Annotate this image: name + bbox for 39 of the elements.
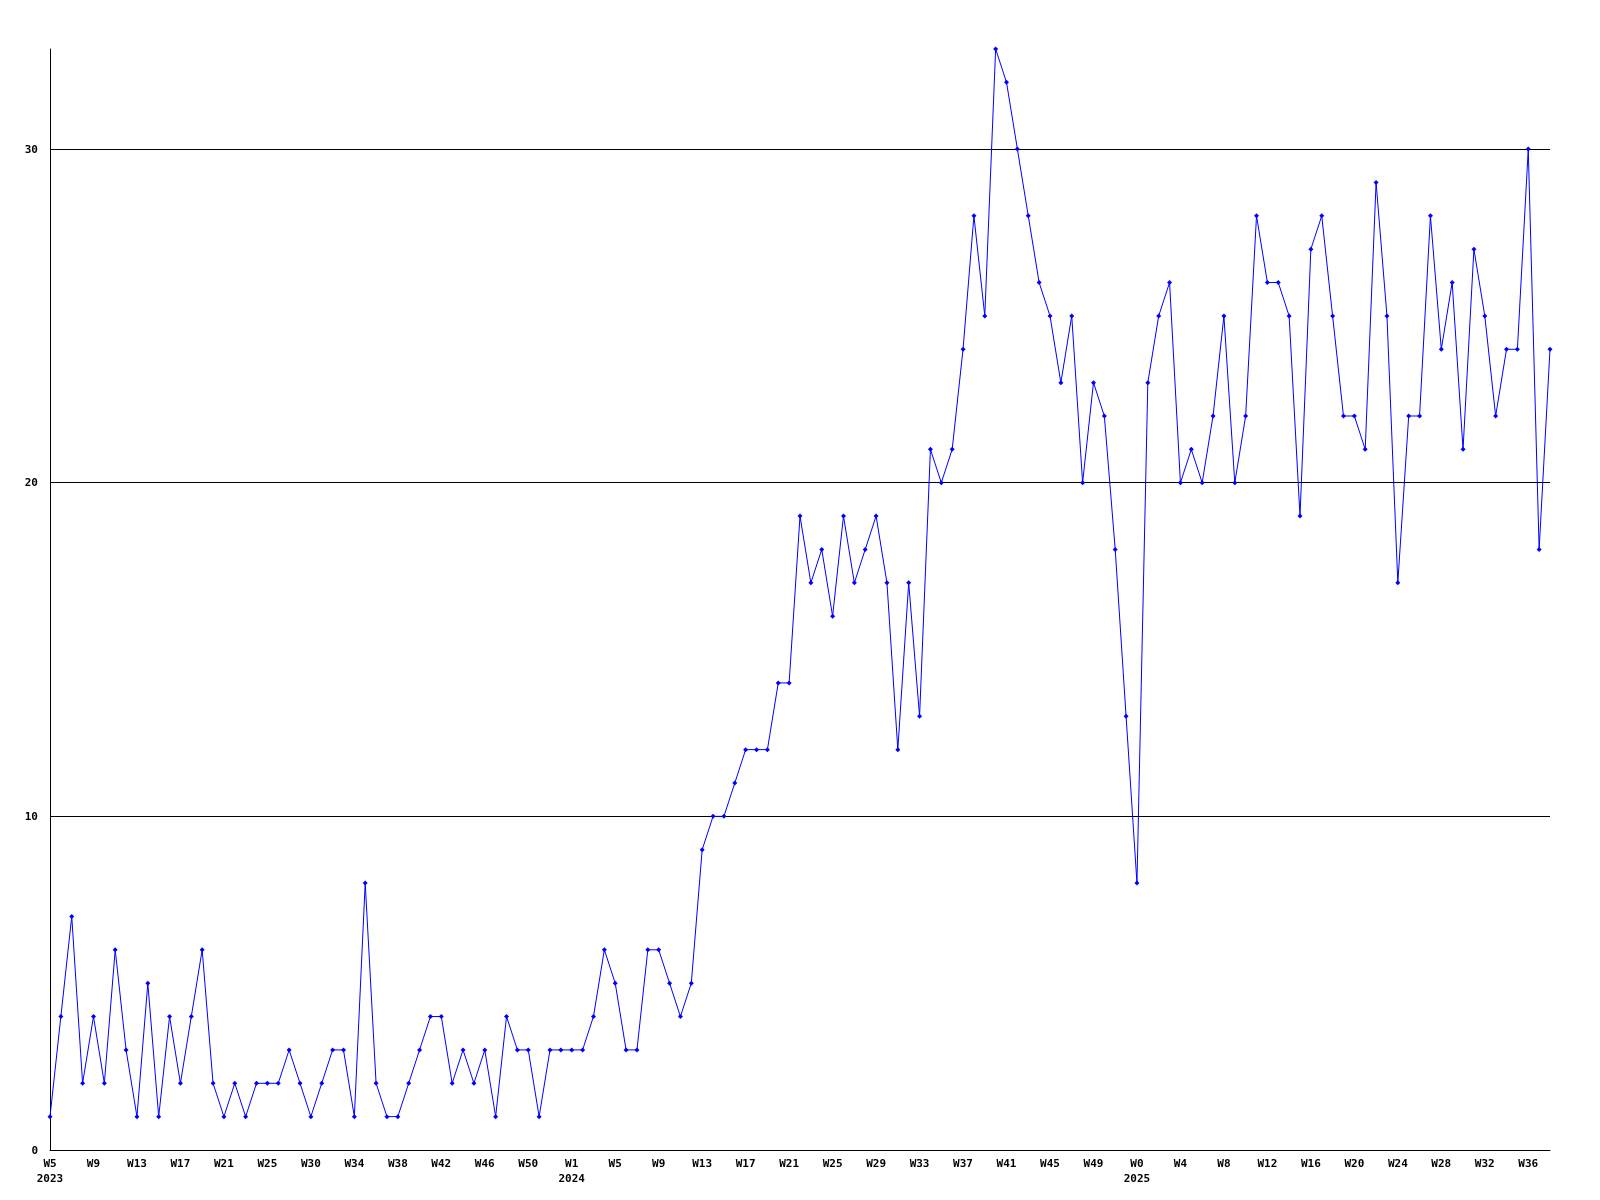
x-tick-label: W32 [1474,1157,1495,1170]
x-tick-label: W13 [127,1157,147,1170]
x-tick-label: W49 [1083,1157,1104,1170]
x-tick-label: W45 [1040,1157,1060,1170]
x-tick-label: W46 [474,1157,496,1170]
x-tick-label: W38 [387,1157,408,1170]
x-tick-label: W42 [431,1157,452,1170]
x-tick-label: W17 [735,1157,756,1170]
x-tick-label: W21 [779,1157,800,1170]
x-tick-label: W0 2025 [1123,1157,1151,1185]
y-tick-label: 20 [24,476,38,490]
x-tick-label: W28 [1431,1157,1452,1170]
x-tick-label: W25 [822,1157,843,1170]
x-tick-label: W13 [692,1157,713,1170]
x-tick-label: W5 [608,1157,622,1170]
x-tick-label: W37 [953,1157,973,1170]
x-tick-label: W5 2023 [36,1157,64,1185]
x-tick-label: W34 [344,1157,365,1170]
x-tick-label: W36 [1518,1157,1539,1170]
x-tick-label: W12 [1257,1157,1278,1170]
y-tick-label: 0 [31,1143,38,1157]
x-tick-label: W25 [257,1157,278,1170]
x-tick-label: W9 [652,1157,666,1170]
x-tick-label: W30 [300,1157,321,1170]
x-tick-label: W4 [1173,1157,1188,1170]
x-tick-label: W21 [213,1157,235,1170]
x-tick-label: W8 [1217,1157,1231,1170]
x-tick-label: W16 [1300,1157,1322,1170]
x-tick-label: W24 [1387,1157,1409,1170]
y-tick-label: 10 [24,809,38,823]
x-tick-label: W50 [518,1157,539,1170]
x-tick-label: W41 [996,1157,1017,1170]
x-tick-label: W33 [909,1157,930,1170]
x-tick-label: W1 2024 [558,1157,586,1185]
y-tick-label: 30 [24,142,38,156]
x-tick-label: W20 [1344,1157,1365,1170]
x-tick-label: W9 [86,1157,101,1170]
x-tick-label: W17 [170,1157,191,1170]
x-tick-label: W29 [866,1157,887,1170]
